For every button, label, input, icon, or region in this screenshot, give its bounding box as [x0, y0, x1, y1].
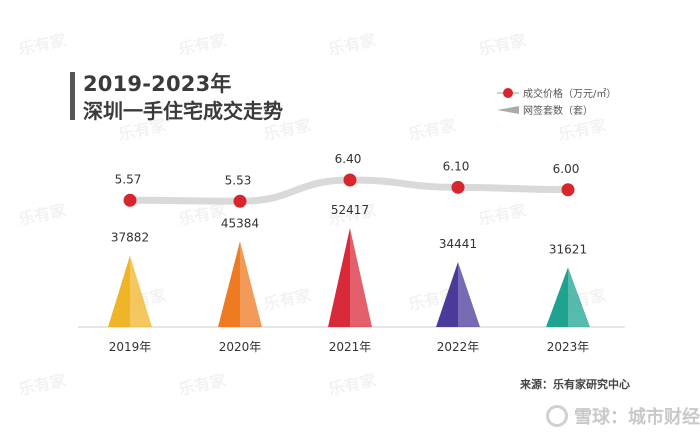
x-tick-label: 2019年	[109, 340, 152, 354]
price-point	[343, 173, 357, 187]
chart-title-years: 2019-2023年	[83, 72, 232, 96]
volume-triangle-left	[328, 228, 350, 327]
volume-triangle-left	[546, 267, 568, 327]
x-tick-label: 2020年	[219, 340, 262, 354]
watermark-text: 乐有家	[327, 30, 379, 59]
snowball-logo-icon	[546, 405, 568, 427]
price-data-label: 6.00	[553, 162, 580, 176]
watermark-text: 乐有家	[177, 370, 229, 399]
watermark-text: 乐有家	[17, 200, 69, 229]
legend-price-marker-icon	[497, 87, 519, 98]
volume-triangle-left	[436, 261, 458, 327]
watermark-text: 乐有家	[327, 370, 379, 399]
watermark-text: 乐有家	[557, 115, 609, 144]
price-point	[233, 194, 247, 208]
price-data-label: 5.53	[225, 173, 252, 187]
legend-volume-triangle-icon	[497, 105, 519, 114]
volume-data-label: 31621	[549, 242, 587, 256]
price-data-label: 5.57	[115, 172, 142, 186]
title-accent-bar	[70, 72, 75, 120]
watermark-text: 乐有家	[262, 285, 314, 314]
price-data-label: 6.10	[443, 159, 470, 173]
volume-triangle-right	[458, 261, 480, 327]
watermark-text: 乐有家	[477, 200, 529, 229]
watermark-text: 乐有家	[177, 30, 229, 59]
volume-data-label: 45384	[221, 216, 259, 230]
x-tick-label: 2022年	[437, 340, 480, 354]
watermark-text: 乐有家	[477, 30, 529, 59]
volume-triangle-right	[240, 241, 262, 327]
volume-data-label: 34441	[439, 237, 477, 251]
watermark-text: 乐有家	[17, 370, 69, 399]
price-point	[451, 180, 465, 194]
watermark-text: 乐有家	[117, 115, 169, 144]
chart-legend: 成交价格（万元/㎡） 网签套数（套）	[497, 84, 616, 118]
watermark-text: 乐有家	[17, 30, 69, 59]
price-data-label: 6.40	[335, 152, 362, 166]
legend-item-price: 成交价格（万元/㎡）	[497, 84, 616, 101]
chart-title: 深圳一手住宅成交走势	[83, 99, 283, 123]
watermark-text: 乐有家	[262, 115, 314, 144]
price-point	[561, 183, 575, 197]
x-tick-label: 2023年	[547, 340, 590, 354]
legend-price-label: 成交价格（万元/㎡）	[523, 89, 617, 100]
source-note: 来源：乐有家研究中心	[520, 378, 630, 391]
volume-triangle-left	[108, 255, 130, 327]
watermark-text: 乐有家	[407, 115, 459, 144]
x-tick-label: 2021年	[329, 340, 372, 354]
volume-data-label: 37882	[111, 230, 149, 244]
volume-data-label: 52417	[331, 203, 369, 217]
brand-text: 雪球：城市财经	[574, 407, 700, 428]
legend-item-volume: 网签套数（套）	[497, 101, 616, 118]
volume-triangle-right	[130, 255, 152, 327]
brand-watermark: 雪球：城市财经	[546, 403, 700, 429]
volume-triangle-left	[218, 241, 240, 327]
volume-triangle-right	[350, 228, 372, 327]
legend-volume-label: 网签套数（套）	[523, 106, 593, 117]
price-point	[123, 193, 137, 207]
volume-triangle-right	[568, 267, 590, 327]
